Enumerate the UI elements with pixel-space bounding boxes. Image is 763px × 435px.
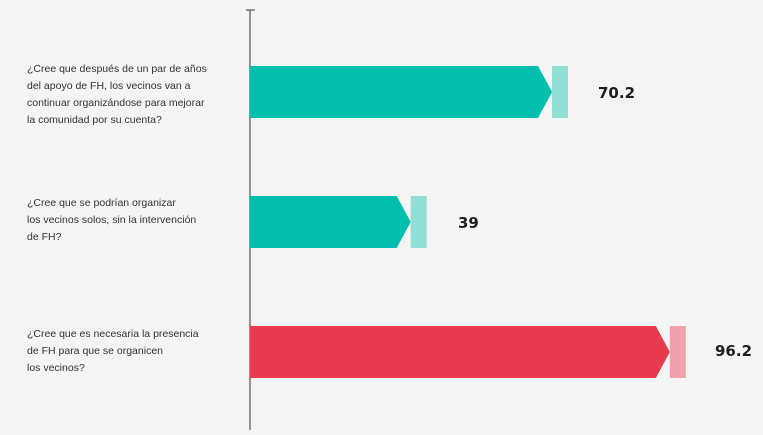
category-label: ¿Cree que se podrían organizar los vecin…: [27, 197, 197, 243]
bar: [250, 66, 553, 118]
bar: [250, 196, 411, 248]
data-label: 96.2: [715, 342, 753, 360]
data-label: 70.2: [598, 84, 636, 102]
bar-tip: [410, 196, 427, 248]
bar: [250, 326, 670, 378]
bar-tip: [552, 66, 569, 118]
bar-tip: [669, 326, 686, 378]
data-label: 39: [458, 214, 479, 232]
category-label: ¿Cree que es necesaria la presencia de F…: [27, 328, 199, 374]
category-label: ¿Cree que después de un par de años del …: [27, 63, 207, 126]
